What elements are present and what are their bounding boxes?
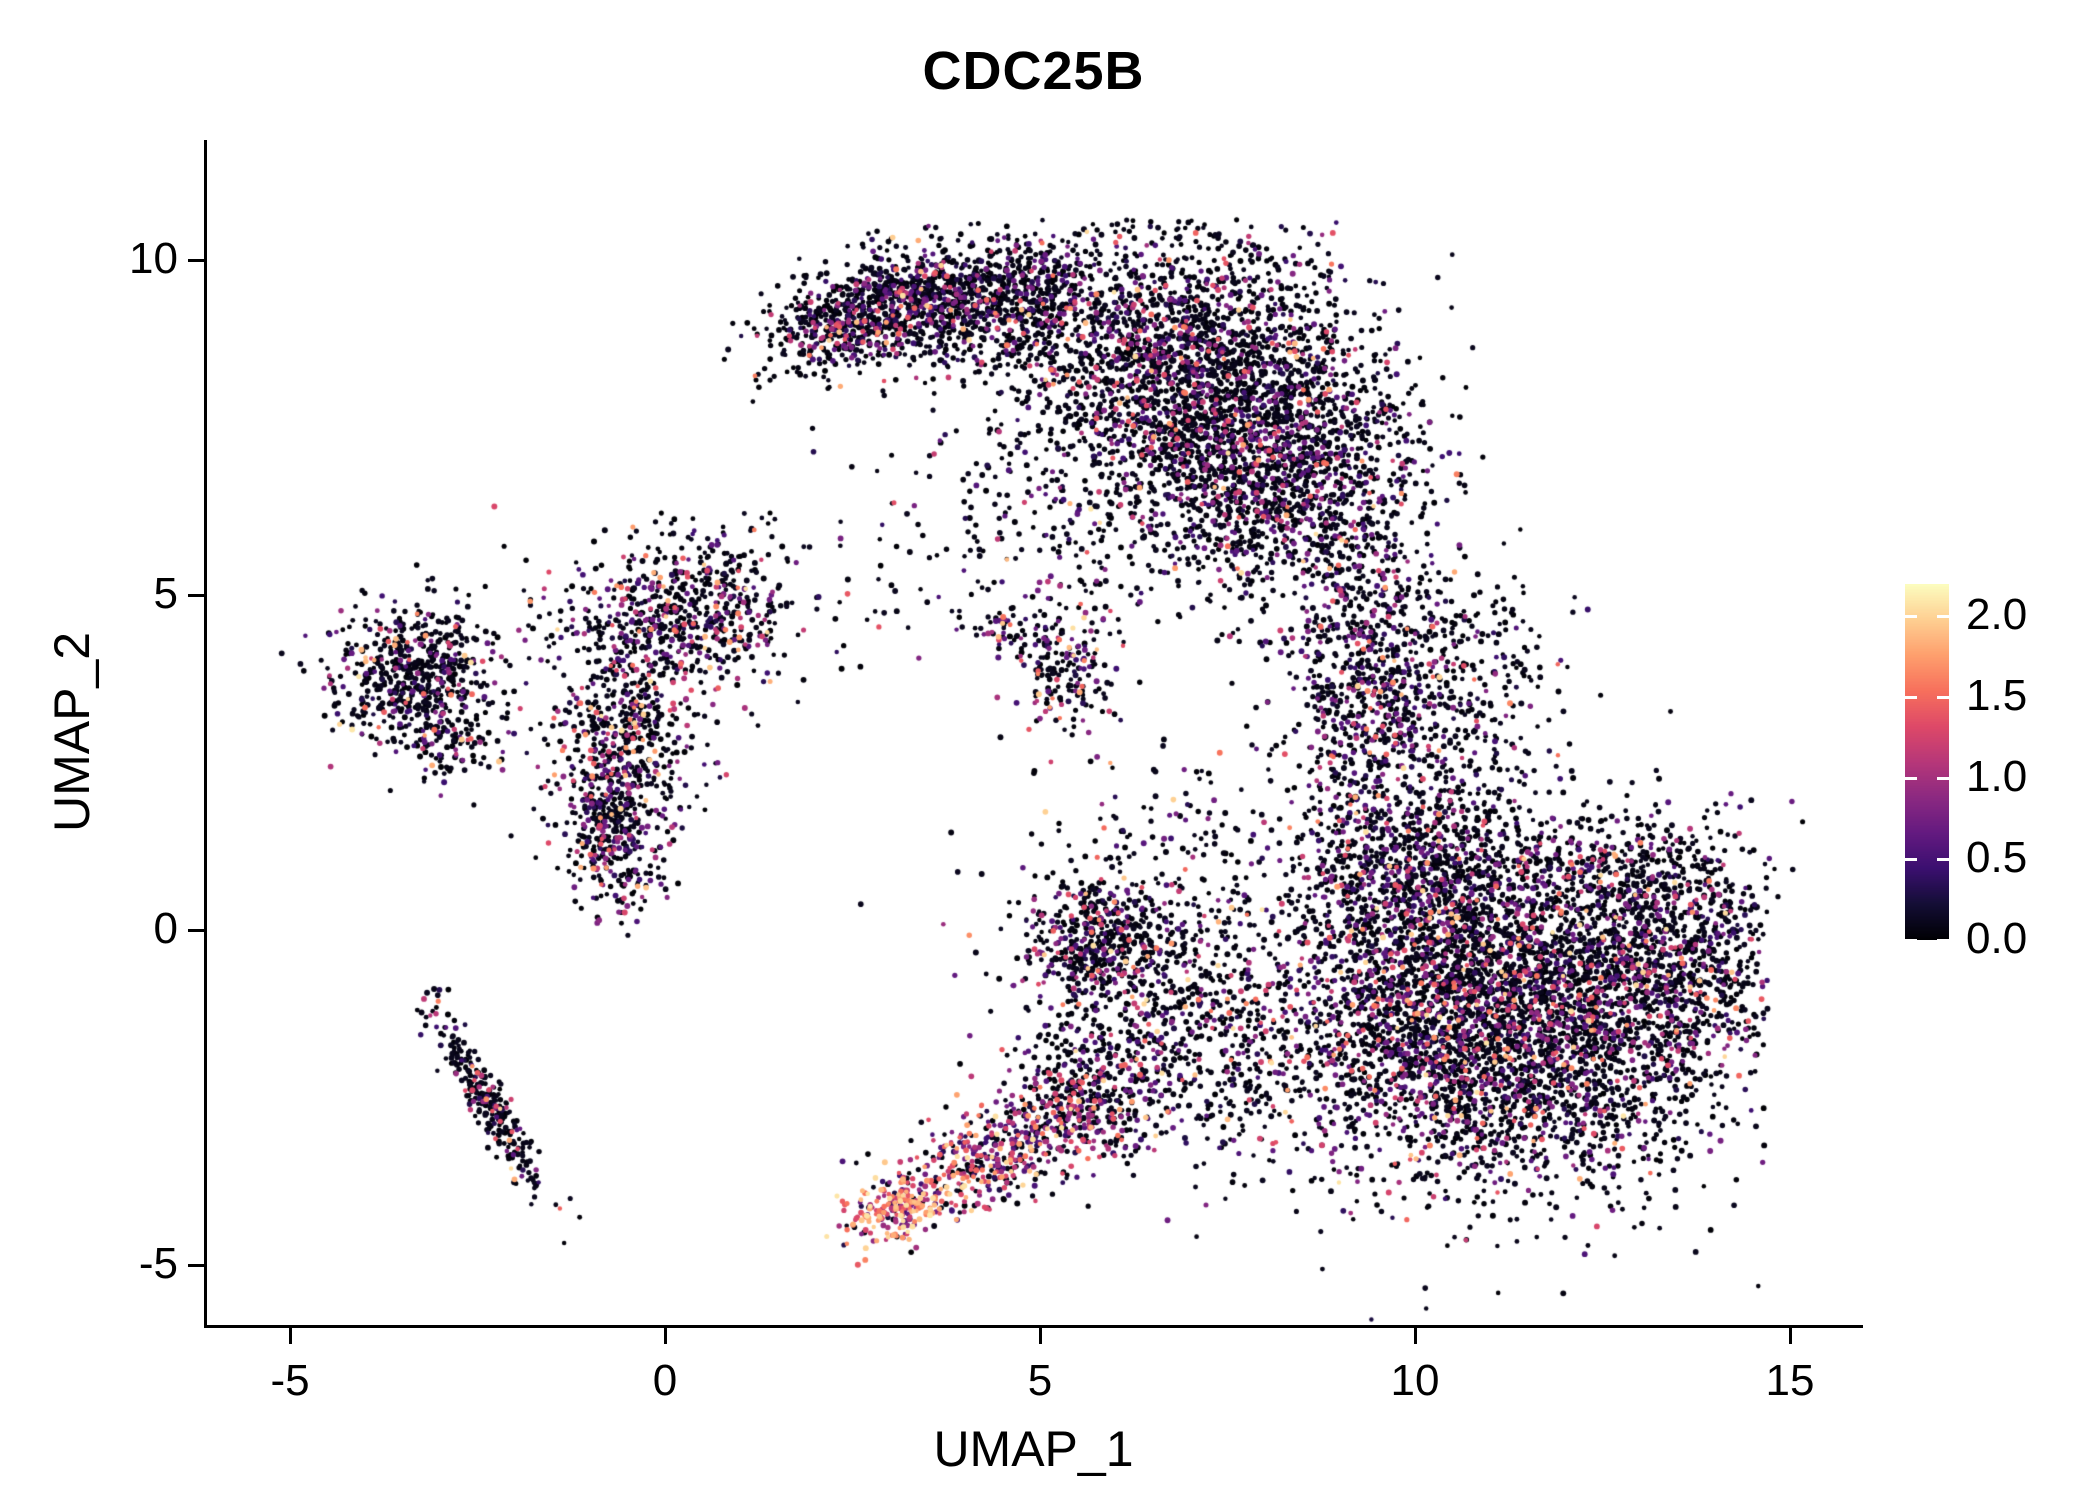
x-tick-label: 15 bbox=[1765, 1356, 1815, 1405]
y-tick-mark bbox=[188, 258, 204, 262]
colorbar-tick-mark bbox=[1905, 938, 1917, 942]
colorbar-tick-mark bbox=[1905, 614, 1917, 618]
colorbar-tick-mark bbox=[1937, 938, 1949, 942]
x-tick-mark bbox=[1788, 1328, 1792, 1344]
colorbar-tick-mark bbox=[1905, 695, 1917, 699]
colorbar-tick-mark bbox=[1937, 695, 1949, 699]
x-tick-label: 5 bbox=[1027, 1356, 1053, 1405]
colorbar-tick-label: 1.0 bbox=[1966, 752, 2028, 802]
y-tick-label: 5 bbox=[153, 569, 178, 618]
colorbar-tick-mark bbox=[1937, 614, 1949, 618]
y-tick-mark bbox=[188, 593, 204, 597]
y-tick-label: -5 bbox=[138, 1239, 178, 1288]
x-tick-label: 10 bbox=[1390, 1356, 1440, 1405]
y-tick-mark bbox=[188, 1263, 204, 1267]
x-tick-mark bbox=[1413, 1328, 1417, 1344]
x-tick-mark bbox=[288, 1328, 292, 1344]
x-tick-mark bbox=[1038, 1328, 1042, 1344]
y-tick-label: 0 bbox=[153, 904, 178, 953]
x-tick-label: 0 bbox=[652, 1356, 678, 1405]
umap-scatter-canvas bbox=[207, 140, 1860, 1325]
y-axis-title-text: UMAP_2 bbox=[44, 631, 100, 833]
colorbar-tick-mark bbox=[1905, 857, 1917, 861]
colorbar-tick-mark bbox=[1937, 857, 1949, 861]
x-axis-title: UMAP_1 bbox=[933, 1421, 1134, 1477]
colorbar-tick-label: 0.0 bbox=[1966, 914, 2028, 963]
x-axis-line bbox=[204, 1325, 1863, 1328]
colorbar-tick-label: 2.0 bbox=[1966, 590, 2028, 640]
y-tick-mark bbox=[188, 928, 204, 932]
y-axis-line bbox=[204, 140, 207, 1328]
x-tick-mark bbox=[663, 1328, 667, 1344]
colorbar-tick-label: 1.5 bbox=[1966, 671, 2028, 721]
colorbar-tick-label: 0.5 bbox=[1966, 833, 2028, 883]
y-tick-label: 10 bbox=[129, 234, 178, 283]
colorbar-tick-mark bbox=[1937, 776, 1949, 780]
page-title: CDC25B bbox=[922, 41, 1145, 101]
colorbar-tick-mark bbox=[1905, 776, 1917, 780]
x-tick-label: -5 bbox=[270, 1356, 310, 1405]
colorbar-gradient bbox=[1905, 584, 1949, 940]
